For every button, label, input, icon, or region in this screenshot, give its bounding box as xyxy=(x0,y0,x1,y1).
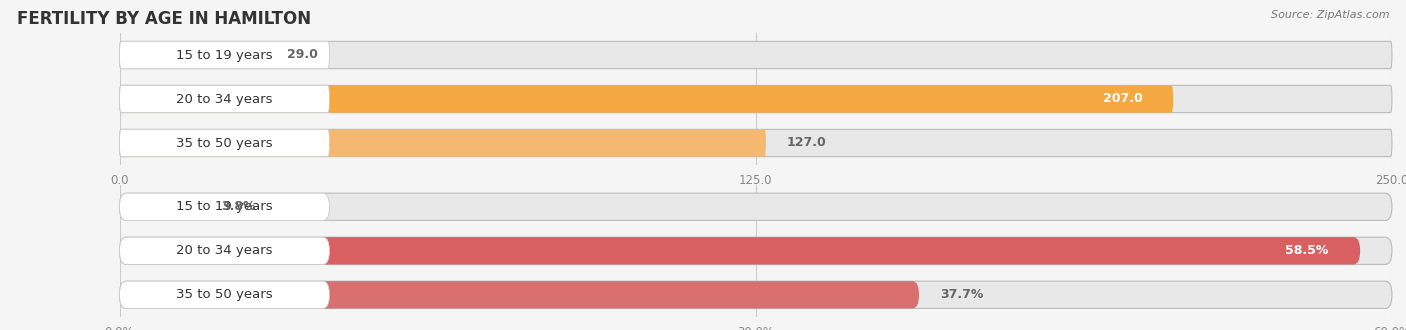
Text: 37.7%: 37.7% xyxy=(941,288,984,301)
FancyBboxPatch shape xyxy=(120,193,200,220)
Text: 35 to 50 years: 35 to 50 years xyxy=(176,288,273,301)
FancyBboxPatch shape xyxy=(120,41,267,69)
Text: 35 to 50 years: 35 to 50 years xyxy=(176,137,273,149)
Text: 207.0: 207.0 xyxy=(1102,92,1143,106)
FancyBboxPatch shape xyxy=(120,281,920,309)
FancyBboxPatch shape xyxy=(120,41,1392,69)
Text: 20 to 34 years: 20 to 34 years xyxy=(176,92,273,106)
Text: 29.0: 29.0 xyxy=(287,49,318,61)
FancyBboxPatch shape xyxy=(120,281,1392,309)
Text: 3.8%: 3.8% xyxy=(221,200,256,213)
FancyBboxPatch shape xyxy=(120,85,329,113)
FancyBboxPatch shape xyxy=(120,237,1360,264)
FancyBboxPatch shape xyxy=(120,41,329,69)
FancyBboxPatch shape xyxy=(120,193,1392,220)
Text: 58.5%: 58.5% xyxy=(1285,244,1329,257)
FancyBboxPatch shape xyxy=(120,237,1392,264)
Text: 127.0: 127.0 xyxy=(786,137,825,149)
Text: 20 to 34 years: 20 to 34 years xyxy=(176,244,273,257)
FancyBboxPatch shape xyxy=(120,129,329,157)
FancyBboxPatch shape xyxy=(120,281,329,309)
FancyBboxPatch shape xyxy=(120,193,329,220)
FancyBboxPatch shape xyxy=(120,85,1392,113)
Text: FERTILITY BY AGE IN HAMILTON: FERTILITY BY AGE IN HAMILTON xyxy=(17,10,311,28)
FancyBboxPatch shape xyxy=(120,85,1173,113)
Text: 15 to 19 years: 15 to 19 years xyxy=(176,49,273,61)
FancyBboxPatch shape xyxy=(120,237,329,264)
Text: 15 to 19 years: 15 to 19 years xyxy=(176,200,273,213)
Text: Source: ZipAtlas.com: Source: ZipAtlas.com xyxy=(1271,10,1389,20)
FancyBboxPatch shape xyxy=(120,129,1392,157)
FancyBboxPatch shape xyxy=(120,129,766,157)
